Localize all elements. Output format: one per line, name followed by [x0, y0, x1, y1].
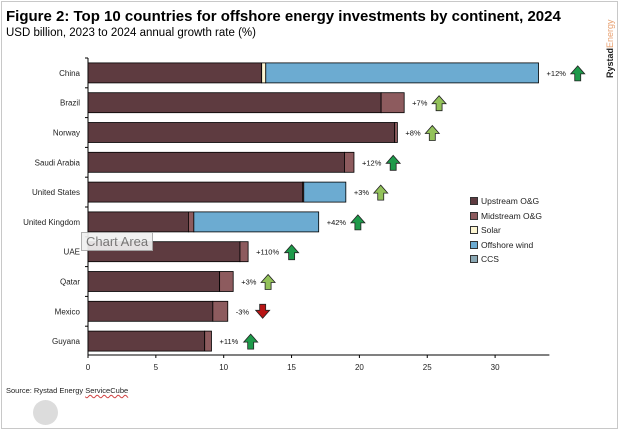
arrow-up-icon — [569, 65, 586, 82]
arrow-up-icon — [350, 214, 366, 231]
legend-swatch — [470, 211, 478, 220]
chart-area-tooltip: Chart Area — [81, 232, 154, 251]
bar-midstream-o-g — [188, 211, 195, 233]
category-label: Norway — [53, 129, 80, 138]
arrow-down-icon — [254, 303, 271, 319]
bar-offshore-wind — [265, 62, 539, 84]
bar-solar — [261, 62, 267, 84]
x-tick-label: 0 — [86, 363, 91, 372]
legend-item[interactable]: Upstream O&G — [470, 194, 542, 209]
x-tick-label: 5 — [154, 363, 159, 372]
legend-label: CCS — [481, 254, 499, 265]
x-tick-label: 30 — [491, 363, 500, 372]
legend-label: Offshore wind — [481, 239, 534, 250]
x-tick-label: 25 — [423, 363, 432, 372]
arrow-up-icon — [260, 273, 276, 290]
legend-item[interactable]: Solar — [470, 223, 542, 238]
legend-swatch — [470, 226, 478, 235]
legend[interactable]: Upstream O&G Midstream O&G Solar Offshore w… — [470, 194, 542, 267]
arrow-up-icon — [431, 95, 447, 112]
bar-upstream-o-g — [87, 330, 206, 352]
bar-midstream-o-g — [344, 151, 355, 173]
growth-label: +12% — [547, 69, 567, 78]
bar-offshore-wind — [303, 181, 347, 203]
cursor-indicator — [33, 400, 58, 425]
source-prefix: Source: Rystad Energy — [6, 386, 86, 395]
legend-swatch — [470, 255, 478, 264]
growth-label: +7% — [412, 99, 428, 108]
legend-swatch — [470, 240, 478, 249]
bar-upstream-o-g — [87, 122, 396, 143]
bar-upstream-o-g — [87, 151, 345, 173]
bar-midstream-o-g — [394, 122, 398, 143]
bar-upstream-o-g — [87, 62, 263, 84]
chart-subtitle: USD billion, 2023 to 2024 annual growth … — [6, 27, 256, 39]
growth-label: +42% — [327, 218, 347, 227]
category-label: Brazil — [60, 99, 80, 108]
category-label: United States — [32, 188, 80, 197]
x-tick-label: 10 — [219, 363, 228, 372]
source-note: Source: Rystad Energy ServiceCube — [6, 386, 128, 395]
growth-label: -3% — [236, 307, 250, 316]
growth-label: +3% — [241, 278, 257, 287]
bar-offshore-wind — [193, 211, 320, 233]
legend-item[interactable]: Midstream O&G — [470, 209, 542, 224]
legend-item[interactable]: Offshore wind — [470, 238, 542, 253]
category-label: China — [59, 69, 80, 78]
bar-midstream-o-g — [380, 92, 405, 114]
source-name: ServiceCube — [85, 386, 129, 395]
arrow-up-icon — [424, 124, 441, 141]
bar-upstream-o-g — [87, 92, 382, 114]
legend-label: Midstream O&G — [481, 210, 542, 221]
chart-title: Figure 2: Top 10 countries for offshore … — [6, 8, 561, 25]
x-tick-label: 20 — [355, 363, 364, 372]
bar-midstream-o-g — [212, 300, 229, 322]
growth-label: +8% — [405, 129, 421, 138]
bar-midstream-o-g — [239, 241, 249, 263]
x-tick-label: 15 — [287, 363, 296, 372]
bar-upstream-o-g — [87, 211, 189, 233]
growth-label: +110% — [256, 248, 279, 257]
growth-label: +12% — [362, 158, 382, 167]
arrow-up-icon — [385, 154, 402, 171]
bar-upstream-o-g — [87, 300, 214, 322]
category-label: Guyana — [52, 337, 81, 346]
legend-swatch — [470, 197, 478, 206]
bar-upstream-o-g — [87, 181, 303, 203]
growth-label: +11% — [219, 337, 238, 346]
category-label: Saudi Arabia — [35, 158, 81, 167]
category-label: UAE — [64, 248, 80, 257]
growth-label: +3% — [354, 188, 370, 197]
legend-item[interactable]: CCS — [470, 252, 542, 267]
arrow-up-icon — [283, 244, 300, 261]
arrow-up-icon — [242, 333, 259, 350]
category-label: Qatar — [60, 278, 80, 287]
bar-midstream-o-g — [219, 271, 234, 292]
legend-label: Upstream O&G — [481, 196, 540, 207]
category-label: Mexico — [55, 307, 81, 316]
bar-upstream-o-g — [87, 271, 221, 292]
rystad-logo: RystadEnergy — [605, 19, 615, 78]
arrow-up-icon — [372, 184, 389, 201]
svg-text:RystadEnergy: RystadEnergy — [605, 19, 615, 78]
category-label: United Kingdom — [23, 218, 80, 227]
legend-label: Solar — [481, 225, 501, 236]
bar-midstream-o-g — [204, 330, 212, 352]
